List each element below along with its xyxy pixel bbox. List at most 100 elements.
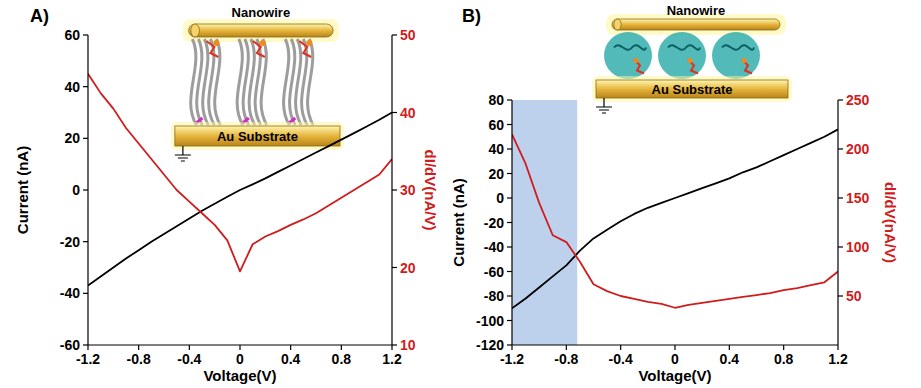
x-tick-label: -1.2 bbox=[76, 351, 100, 367]
y-tick bbox=[83, 189, 88, 190]
cofactor-atom bbox=[688, 58, 693, 63]
x-tick bbox=[511, 345, 512, 350]
protein-strand bbox=[249, 39, 255, 125]
y-tick-label: 20 bbox=[64, 130, 80, 146]
protein-helix bbox=[614, 45, 646, 50]
x-tick bbox=[620, 345, 621, 350]
y-tick bbox=[507, 222, 512, 223]
protein-strand bbox=[296, 39, 302, 125]
y2-tick bbox=[838, 246, 843, 247]
x-tick-label: -0.8 bbox=[554, 351, 578, 367]
x-tick-label: 0 bbox=[671, 351, 679, 367]
y-tick-label: -100 bbox=[476, 313, 504, 329]
protein-strand bbox=[284, 39, 290, 125]
y-tick-label: -40 bbox=[60, 285, 80, 301]
substrate bbox=[596, 80, 788, 98]
y-tick-label: -80 bbox=[484, 288, 504, 304]
y2-tick bbox=[838, 197, 843, 198]
y-tick-label: 40 bbox=[488, 141, 504, 157]
inset-label: Au Substrate bbox=[217, 129, 298, 144]
x-axis-title: Voltage(V) bbox=[203, 367, 276, 384]
y-tick-label: -60 bbox=[60, 337, 80, 353]
y2-tick-label: 200 bbox=[846, 141, 870, 157]
current-line bbox=[512, 129, 838, 308]
plot-data bbox=[88, 74, 392, 286]
x-tick bbox=[290, 345, 291, 350]
substrate bbox=[175, 126, 340, 146]
x-tick-label: -1.2 bbox=[500, 351, 524, 367]
y2-tick bbox=[838, 148, 843, 149]
nanowire-glow bbox=[183, 19, 339, 42]
cofactor bbox=[206, 41, 218, 57]
y-tick-label: 20 bbox=[488, 166, 504, 182]
protein-strand bbox=[261, 39, 267, 125]
protein-strand bbox=[290, 39, 296, 125]
y2-tick-label: 100 bbox=[846, 239, 870, 255]
y-tick-label: -40 bbox=[484, 239, 504, 255]
inset-schematic: Nanowire Au Substrate bbox=[592, 3, 792, 113]
y-tick-label: 60 bbox=[64, 27, 80, 43]
x-tick-label: 1.2 bbox=[828, 351, 848, 367]
cofactor bbox=[253, 41, 265, 57]
x-tick bbox=[729, 345, 730, 350]
inset-label: Nanowire bbox=[667, 3, 726, 18]
didv-line bbox=[88, 74, 392, 272]
x-tick-label: 0.8 bbox=[774, 351, 794, 367]
y2-tick bbox=[838, 99, 843, 100]
y2-tick-label: 20 bbox=[400, 260, 416, 276]
y2-tick bbox=[392, 112, 397, 113]
y-tick bbox=[83, 138, 88, 139]
y-tick bbox=[83, 86, 88, 87]
y-tick bbox=[83, 34, 88, 35]
y-tick bbox=[507, 271, 512, 272]
x-tick-label: 0.4 bbox=[281, 351, 301, 367]
inset-label: Au Substrate bbox=[652, 82, 733, 97]
figure: NanowireAu Substrate-1.2-0.8-0.400.40.81… bbox=[0, 0, 921, 388]
x-tick-label: 0.4 bbox=[720, 351, 740, 367]
protein-strand bbox=[215, 39, 221, 125]
y2-tick-label: 30 bbox=[400, 182, 416, 198]
protein-globule bbox=[604, 32, 652, 79]
y2-axis-line bbox=[837, 100, 838, 345]
protein-strand bbox=[243, 39, 249, 125]
y-tick bbox=[83, 293, 88, 294]
protein-helix bbox=[722, 45, 754, 50]
x-tick bbox=[837, 345, 838, 350]
x-tick bbox=[239, 345, 240, 350]
y2-axis-title: dI/dV(nA/V) bbox=[422, 150, 439, 231]
y-tick-label: 0 bbox=[496, 190, 504, 206]
y-tick bbox=[507, 320, 512, 321]
y-tick bbox=[507, 173, 512, 174]
y2-tick-label: 50 bbox=[400, 27, 416, 43]
y-tick bbox=[507, 99, 512, 100]
y2-tick-label: 50 bbox=[846, 288, 862, 304]
x-tick-label: 1.2 bbox=[382, 351, 402, 367]
y-tick bbox=[507, 148, 512, 149]
panel: NanowireAu Substrate-1.2-0.8-0.400.40.81… bbox=[450, 3, 899, 384]
y2-tick-label: 10 bbox=[400, 337, 416, 353]
y2-tick bbox=[392, 34, 397, 35]
x-tick bbox=[87, 345, 88, 350]
y-axis-title: Current (nA) bbox=[450, 178, 467, 266]
cofactor-atom bbox=[260, 40, 266, 46]
y-tick-label: -20 bbox=[484, 215, 504, 231]
protein-strand bbox=[203, 39, 209, 125]
panel: NanowireAu Substrate-1.2-0.8-0.400.40.81… bbox=[14, 5, 439, 384]
y2-axis-title: dI/dV(nA/V) bbox=[882, 182, 899, 263]
y-tick-label: 60 bbox=[488, 117, 504, 133]
protein-strand bbox=[191, 39, 197, 125]
cofactor-atom bbox=[634, 58, 639, 63]
y-tick bbox=[83, 241, 88, 242]
x-tick-label: 0 bbox=[236, 351, 244, 367]
y-tick bbox=[507, 197, 512, 198]
protein-strand bbox=[197, 39, 203, 125]
nanowire-end bbox=[191, 24, 200, 37]
x-tick bbox=[189, 345, 190, 350]
ground-symbol bbox=[596, 98, 612, 113]
x-axis-title: Voltage(V) bbox=[638, 367, 711, 384]
y-tick-label: -20 bbox=[60, 234, 80, 250]
nanowire-end bbox=[614, 19, 621, 30]
nanowire bbox=[612, 19, 780, 30]
y-tick bbox=[507, 124, 512, 125]
y-axis-title: Current (nA) bbox=[14, 146, 31, 234]
